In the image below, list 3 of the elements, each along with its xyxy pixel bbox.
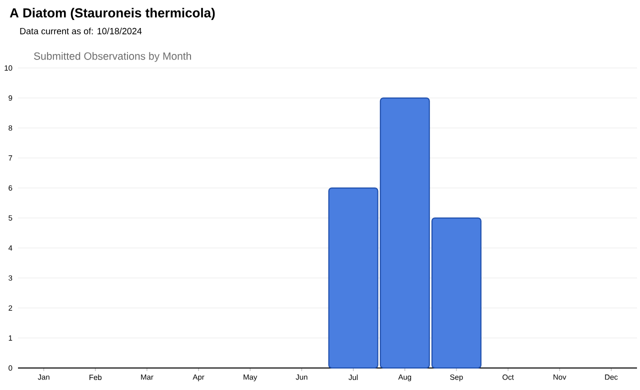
chart-title: A Diatom (Stauroneis thermicola)	[10, 8, 215, 20]
text: Submitted Observations by Month	[34, 52, 191, 62]
chart-subtitle: Data current as of: 10/18/2024	[20, 28, 142, 34]
